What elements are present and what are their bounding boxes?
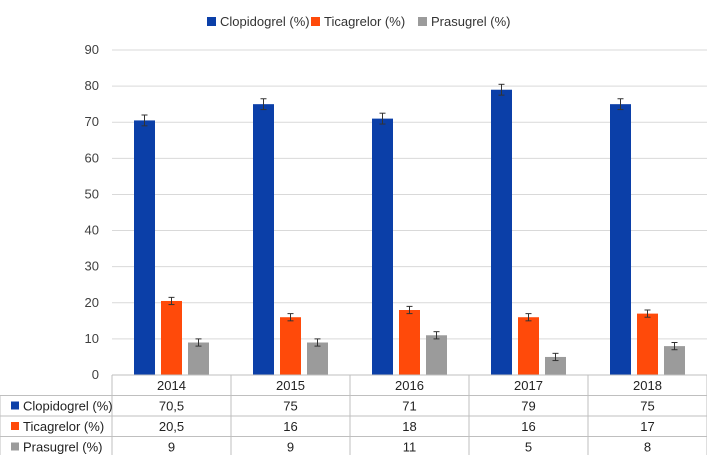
legend-swatch: [418, 17, 427, 26]
error-bar: [379, 112, 386, 125]
table-cell: 5: [525, 440, 532, 455]
error-bar: [617, 98, 624, 111]
table-row-label: Prasugrel (%): [23, 440, 102, 455]
y-tick-label: 60: [85, 150, 99, 165]
y-tick-label: 40: [85, 223, 99, 238]
error-bar: [525, 313, 532, 322]
legend-swatch: [207, 17, 216, 26]
bar-prasugrel-2015: [307, 342, 328, 375]
bar-ticagrelor-2016: [399, 310, 420, 375]
error-bar: [260, 98, 267, 111]
table-cell: 70,5: [159, 399, 184, 414]
legend-item-prasugrel: Prasugrel (%): [418, 14, 510, 29]
table-row-prasugrel: Prasugrel (%) 9 9 11 5 8: [11, 440, 651, 455]
table-cell: 79: [521, 399, 535, 414]
bar-clopidogrel-2016: [372, 118, 393, 375]
legend-item-ticagrelor: Ticagrelor (%): [311, 14, 405, 29]
legend-label: Clopidogrel (%): [220, 14, 310, 29]
table-cell: 9: [168, 440, 175, 455]
table-cell: 71: [402, 399, 416, 414]
y-tick-label: 10: [85, 331, 99, 346]
error-bar: [433, 331, 440, 340]
bar-prasugrel-2014: [188, 342, 209, 375]
chart-legend: Clopidogrel (%) Ticagrelor (%) Prasugrel (…: [207, 14, 510, 29]
bar-clopidogrel-2014: [134, 120, 155, 376]
table-row-ticagrelor: Ticagrelor (%) 20,5 16 18 16 17: [11, 419, 655, 434]
legend-label: Ticagrelor (%): [324, 14, 405, 29]
table-cell: 11: [403, 440, 417, 455]
x-tick-label: 2015: [276, 378, 305, 393]
x-tick-label: 2017: [514, 378, 543, 393]
y-tick-label: 50: [85, 186, 99, 201]
data-table: 2014 2015 2016 2017 2018 Clopidogrel (%) 70,5 7…: [0, 374, 707, 455]
bar-ticagrelor-2017: [518, 317, 539, 375]
table-row-label: Ticagrelor (%): [23, 419, 104, 434]
bar-ticagrelor-2015: [280, 317, 301, 375]
error-bar: [195, 338, 202, 347]
table-cell: 16: [283, 419, 297, 434]
x-tick-label: 2018: [633, 378, 662, 393]
bar-clopidogrel-2018: [610, 104, 631, 376]
table-cell: 75: [640, 399, 654, 414]
table-cell: 17: [640, 419, 654, 434]
y-tick-label: 80: [85, 78, 99, 93]
legend-label: Prasugrel (%): [431, 14, 510, 29]
y-tick-label: 0: [92, 367, 99, 382]
table-cell: 9: [287, 440, 294, 455]
y-tick-label: 20: [85, 295, 99, 310]
table-cell: 20,5: [159, 419, 184, 434]
error-bar: [287, 313, 294, 322]
error-bar: [552, 352, 559, 362]
table-row-swatch: [11, 422, 19, 430]
error-bar: [406, 305, 413, 315]
error-bar: [141, 114, 148, 127]
bar-prasugrel-2017: [545, 356, 566, 375]
table-row-swatch: [11, 401, 19, 410]
y-tick-label: 30: [85, 259, 99, 274]
error-bar: [671, 342, 678, 351]
table-cell: 8: [644, 440, 651, 455]
table-cell: 18: [402, 419, 416, 434]
bar-ticagrelor-2014: [161, 300, 182, 375]
bar-prasugrel-2018: [664, 346, 685, 375]
bars-group: [134, 83, 685, 376]
table-row-clopidogrel: Clopidogrel (%) 70,5 75 71 79 75: [11, 399, 655, 414]
x-tick-label: 2016: [395, 378, 424, 393]
legend-swatch: [311, 17, 320, 26]
error-bar: [644, 309, 651, 318]
y-axis: 0 10 20 30 40 50 60 70 80 90: [85, 42, 99, 382]
table-row-swatch: [11, 442, 19, 451]
legend-item-clopidogrel: Clopidogrel (%): [207, 14, 310, 29]
error-bar: [168, 296, 175, 306]
table-cell: 75: [283, 399, 297, 414]
error-bar: [498, 83, 505, 96]
table-row-label: Clopidogrel (%): [23, 399, 113, 414]
error-bar: [314, 338, 321, 347]
bar-clopidogrel-2017: [491, 89, 512, 375]
bar-ticagrelor-2018: [637, 313, 658, 375]
table-cell: 16: [521, 419, 535, 434]
y-tick-label: 70: [85, 114, 99, 129]
bar-prasugrel-2016: [426, 335, 447, 375]
y-tick-label: 90: [85, 42, 99, 57]
grid-lines: [112, 49, 707, 376]
bar-clopidogrel-2015: [253, 104, 274, 376]
x-tick-label: 2014: [157, 378, 186, 393]
